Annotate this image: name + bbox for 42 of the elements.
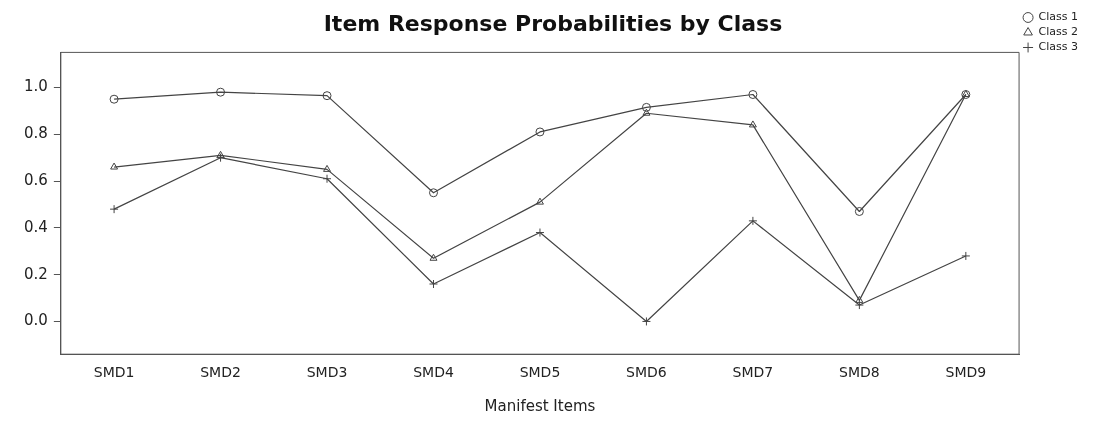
x-tick-label: SMD7 [732, 364, 774, 381]
y-tick-label: 0.6 [24, 170, 48, 189]
x-tick-label: SMD5 [519, 364, 561, 381]
point [536, 197, 544, 205]
x-tick-label: SMD3 [306, 364, 348, 381]
point [322, 91, 332, 101]
point [748, 90, 758, 100]
point [323, 164, 331, 172]
legend-label: Class 3 [1038, 40, 1078, 54]
point [961, 251, 971, 261]
x-tick-label: SMD1 [93, 364, 135, 381]
point [216, 150, 225, 158]
x-axis-title: Manifest Items [484, 396, 596, 415]
point [748, 120, 757, 128]
point [429, 253, 438, 261]
point [109, 94, 119, 104]
chart-title: Item Response Probabilities by Class [323, 10, 783, 36]
point [216, 87, 226, 97]
x-tick-label: SMD2 [200, 364, 241, 381]
point [855, 295, 864, 303]
point [642, 108, 651, 116]
legend-label: Class 1 [1038, 10, 1078, 24]
y-tick-label: 0.2 [24, 264, 48, 283]
legend-label: Class 2 [1038, 25, 1078, 39]
y-tick-label: 0.4 [24, 217, 48, 236]
point [748, 216, 758, 226]
point [641, 316, 651, 326]
x-tick-label: SMD8 [839, 364, 880, 381]
x-tick-label: SMD9 [945, 364, 987, 381]
x-tick-label: SMD4 [413, 364, 454, 381]
x-tick-label: SMD6 [626, 364, 667, 381]
y-tick-label: 0.8 [24, 124, 48, 143]
point [854, 206, 864, 216]
point [535, 127, 545, 137]
point [641, 102, 651, 112]
y-tick-label: 0.0 [24, 311, 48, 330]
point [854, 300, 864, 310]
point [428, 188, 438, 198]
point [109, 204, 119, 214]
point [322, 174, 332, 184]
point [110, 162, 119, 170]
y-tick-label: 1.0 [24, 77, 48, 96]
